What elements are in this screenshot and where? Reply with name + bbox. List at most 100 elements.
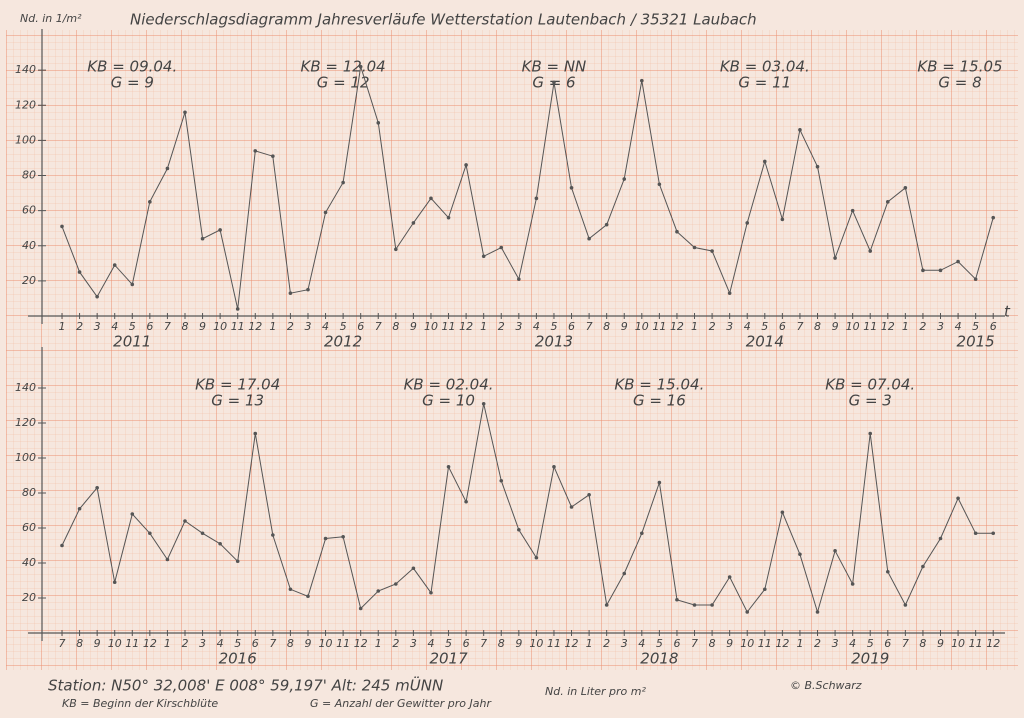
x-tick-label: 12 xyxy=(775,637,789,650)
data-point xyxy=(60,224,64,229)
x-tick-label: 2 xyxy=(709,320,716,333)
x-tick-label: 9 xyxy=(937,637,944,650)
data-point xyxy=(77,270,82,274)
data-point xyxy=(675,229,679,234)
x-tick-label: 12 xyxy=(248,320,262,333)
y-tick-label: 40 xyxy=(22,556,36,569)
data-point xyxy=(569,185,574,190)
x-tick-label: 1 xyxy=(796,637,803,650)
x-tick-label: 3 xyxy=(832,637,839,650)
data-point xyxy=(710,249,714,253)
y-tick-label: 120 xyxy=(15,416,36,429)
x-tick-label: 1 xyxy=(691,320,698,333)
data-point xyxy=(306,594,310,599)
data-point xyxy=(235,307,240,311)
y-tick-label: 100 xyxy=(15,133,36,146)
data-point xyxy=(271,533,275,537)
data-point xyxy=(727,291,732,295)
data-point xyxy=(604,603,609,607)
x-tick-label: 2 xyxy=(392,637,399,650)
x-tick-label: 8 xyxy=(498,637,505,650)
x-tick-label: 12 xyxy=(881,320,895,333)
data-point xyxy=(973,531,978,536)
year-label: 2019 xyxy=(851,650,889,668)
data-point xyxy=(411,566,416,571)
x-tick-label: 9 xyxy=(94,637,101,650)
x-tick-label: 8 xyxy=(919,637,926,650)
x-tick-label: 11 xyxy=(336,637,350,650)
x-tick-label: 8 xyxy=(603,320,610,333)
x-tick-label: 5 xyxy=(129,320,136,333)
x-tick-label: 2 xyxy=(919,320,926,333)
x-tick-label: 4 xyxy=(533,320,540,333)
data-point xyxy=(499,478,504,483)
x-tick-label: 4 xyxy=(217,637,224,650)
annotation-kb: KB = 12.04 xyxy=(301,58,386,76)
x-tick-label: 9 xyxy=(515,637,522,650)
data-point xyxy=(833,256,837,260)
x-tick-label: 1 xyxy=(902,320,909,333)
data-point xyxy=(938,536,943,541)
data-point xyxy=(815,610,820,614)
x-tick-label: 3 xyxy=(621,637,628,650)
data-point xyxy=(95,485,99,490)
x-axis-label: t xyxy=(1004,303,1011,321)
x-tick-label: 5 xyxy=(340,320,347,333)
graph-paper xyxy=(6,30,1018,670)
y-tick-label: 60 xyxy=(22,204,36,217)
x-tick-label: 6 xyxy=(146,320,153,333)
data-point xyxy=(534,555,539,560)
data-point xyxy=(991,215,996,220)
y-tick-label: 40 xyxy=(22,239,36,252)
x-tick-label: 2 xyxy=(181,637,188,650)
data-point xyxy=(745,221,750,225)
x-tick-label: 2 xyxy=(814,637,821,650)
x-tick-label: 7 xyxy=(691,637,698,650)
y-axis-label: Nd. in 1/m² xyxy=(20,12,82,25)
x-tick-label: 6 xyxy=(568,320,575,333)
data-point xyxy=(973,277,978,281)
data-point xyxy=(657,480,662,485)
y-tick-label: 20 xyxy=(22,274,36,287)
data-point xyxy=(587,236,591,241)
data-point xyxy=(956,259,960,264)
x-tick-label: 2 xyxy=(498,320,505,333)
x-tick-label: 9 xyxy=(621,320,628,333)
x-tick-label: 11 xyxy=(758,637,772,650)
data-point xyxy=(394,247,398,252)
data-point xyxy=(745,610,750,614)
station: Station: N50° 32,008' E 008° 59,197' Alt… xyxy=(48,676,443,695)
data-point xyxy=(341,534,345,539)
x-tick-label: 8 xyxy=(181,320,188,333)
data-point xyxy=(710,603,714,607)
x-tick-label: 1 xyxy=(164,637,171,650)
data-point xyxy=(306,287,310,292)
x-tick-label: 3 xyxy=(304,320,311,333)
x-tick-label: 8 xyxy=(392,320,399,333)
x-tick-label: 4 xyxy=(111,320,118,333)
data-point xyxy=(552,80,556,85)
x-tick-label: 7 xyxy=(375,320,382,333)
y-tick-label: 100 xyxy=(15,451,36,464)
data-point xyxy=(429,196,433,201)
annotation-g: G = 3 xyxy=(849,392,892,410)
year-label: 2016 xyxy=(219,650,257,668)
annotation-g: G = 12 xyxy=(317,74,370,92)
kb-legend: KB = Beginn der Kirschblüte xyxy=(62,697,218,710)
x-tick-label: 6 xyxy=(463,637,470,650)
data-point xyxy=(622,571,627,576)
x-tick-label: 3 xyxy=(515,320,522,333)
year-label: 2014 xyxy=(746,333,784,351)
data-point xyxy=(798,128,802,132)
data-point xyxy=(130,512,135,516)
x-tick-label: 3 xyxy=(937,320,944,333)
x-tick-label: 10 xyxy=(424,320,438,333)
x-tick-label: 10 xyxy=(319,637,333,650)
data-point xyxy=(552,464,556,469)
x-tick-label: 12 xyxy=(354,637,368,650)
data-point xyxy=(604,222,609,227)
x-tick-label: 4 xyxy=(638,637,645,650)
x-tick-label: 12 xyxy=(986,637,1000,650)
data-point xyxy=(956,496,960,501)
x-tick-label: 1 xyxy=(59,320,66,333)
